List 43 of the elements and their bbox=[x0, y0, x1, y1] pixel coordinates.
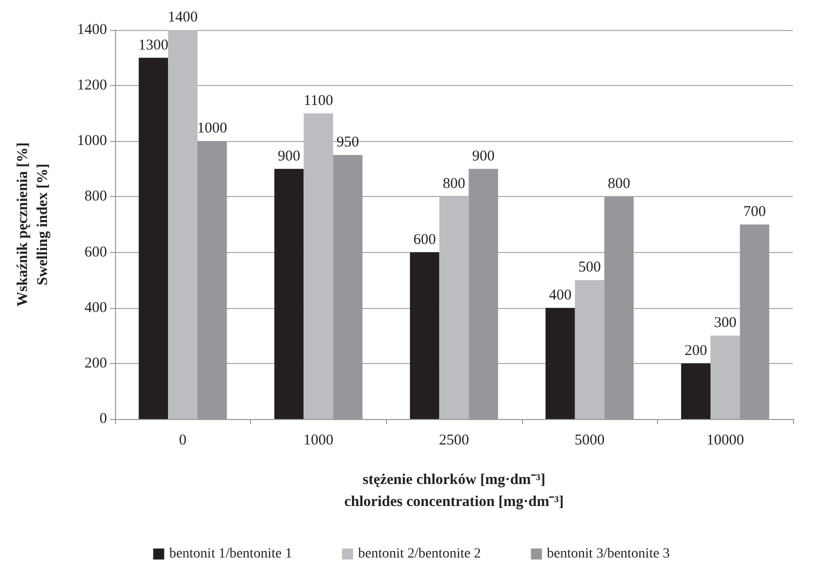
data-label: 900 bbox=[278, 148, 300, 164]
x-tick-label: 5000 bbox=[574, 432, 605, 448]
data-label: 600 bbox=[413, 232, 436, 248]
bar bbox=[410, 252, 440, 419]
y-tick-label: 1200 bbox=[77, 78, 107, 94]
data-label: 500 bbox=[578, 260, 601, 276]
data-label: 700 bbox=[743, 204, 766, 220]
data-label: 950 bbox=[336, 134, 360, 151]
bar bbox=[681, 363, 711, 419]
legend-label: bentonit 2/bentonite 2 bbox=[358, 546, 481, 562]
y-tick-label: 1400 bbox=[77, 22, 107, 38]
y-tick-label: 400 bbox=[84, 300, 107, 316]
bar bbox=[546, 308, 575, 419]
y-tick-label: 0 bbox=[100, 411, 107, 427]
bar bbox=[304, 113, 334, 419]
data-label: 400 bbox=[548, 287, 572, 304]
data-label: 1000 bbox=[197, 120, 228, 137]
data-label: 1400 bbox=[168, 10, 198, 26]
y-tick-label: 200 bbox=[84, 355, 107, 372]
data-label: 200 bbox=[684, 342, 708, 359]
x-tick-label: 0 bbox=[179, 432, 187, 448]
data-label: 1300 bbox=[138, 37, 168, 54]
y-tick-label: 800 bbox=[84, 188, 107, 205]
bar bbox=[439, 196, 469, 419]
bar bbox=[138, 58, 168, 419]
bar bbox=[574, 280, 604, 419]
x-tick-label: 10000 bbox=[706, 432, 744, 448]
data-label: 800 bbox=[442, 176, 466, 192]
x-tick-label: 2500 bbox=[439, 432, 469, 448]
data-label: 900 bbox=[472, 148, 495, 164]
legend-label: bentonit 3/bentonite 3 bbox=[546, 546, 670, 562]
x-axis-title: stężenie chlorków [mg·dm⁻³] chlorides concentration [mg·dm⁻³] bbox=[344, 472, 564, 510]
x-tick-label: 1000 bbox=[303, 432, 334, 448]
y-tick-label: 1000 bbox=[77, 133, 107, 150]
data-label: 1100 bbox=[304, 92, 334, 109]
legend-label: bentonit 1/bentonite 1 bbox=[169, 546, 292, 562]
bar bbox=[168, 30, 198, 419]
bar bbox=[710, 336, 740, 419]
bar bbox=[274, 168, 304, 419]
y-axis-title: Wskaźnik pęcznienia [%] Swelling index [%] bbox=[15, 142, 51, 307]
data-label: 800 bbox=[608, 176, 630, 192]
y-tick-label: 600 bbox=[84, 244, 107, 260]
data-label: 300 bbox=[714, 315, 736, 332]
